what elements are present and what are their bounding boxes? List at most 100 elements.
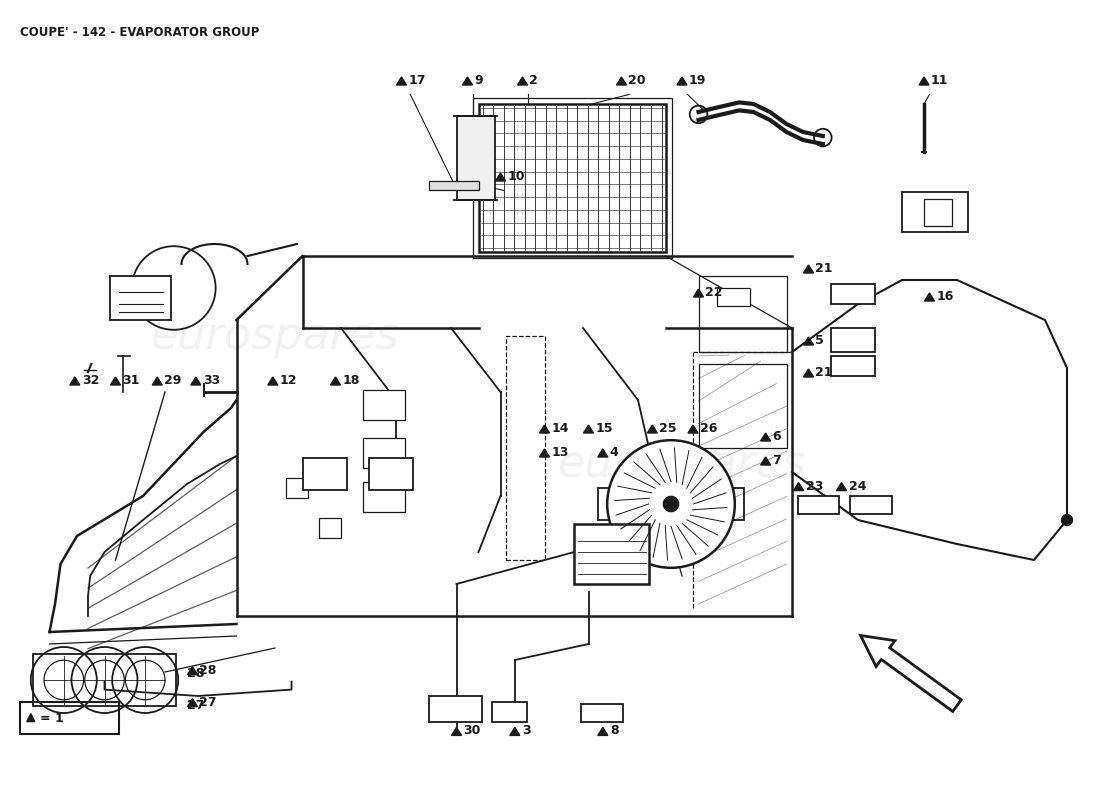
Polygon shape	[597, 449, 608, 457]
Text: 21: 21	[815, 262, 833, 275]
Bar	[286, 478, 308, 498]
Bar	[798, 496, 839, 514]
Text: 30: 30	[463, 725, 481, 738]
Bar	[830, 284, 874, 304]
Bar	[574, 524, 649, 584]
Polygon shape	[539, 425, 550, 433]
Bar	[429, 181, 478, 190]
Bar	[830, 328, 874, 352]
Polygon shape	[918, 77, 930, 85]
Text: 19: 19	[689, 74, 706, 87]
Polygon shape	[539, 449, 550, 457]
Text: 21: 21	[815, 366, 833, 379]
Circle shape	[1062, 514, 1072, 526]
Text: 11: 11	[931, 74, 948, 87]
Bar	[456, 116, 495, 200]
Text: COUPE' - 142 - EVAPORATOR GROUP: COUPE' - 142 - EVAPORATOR GROUP	[20, 26, 260, 38]
Text: = 1: = 1	[40, 712, 64, 725]
Bar	[478, 104, 666, 252]
Text: 15: 15	[595, 422, 613, 435]
Polygon shape	[760, 457, 771, 465]
FancyArrow shape	[860, 635, 961, 711]
Bar	[581, 704, 623, 722]
Polygon shape	[793, 482, 804, 490]
Text: 13: 13	[551, 446, 569, 459]
Bar	[473, 98, 671, 258]
Bar	[33, 654, 176, 706]
Text: 7: 7	[772, 454, 781, 467]
Text: 29: 29	[164, 374, 182, 387]
Text: 3: 3	[521, 725, 530, 738]
Polygon shape	[836, 482, 847, 490]
Bar	[363, 438, 405, 468]
Polygon shape	[676, 77, 688, 85]
Polygon shape	[688, 425, 698, 433]
Text: 2: 2	[529, 74, 538, 87]
Polygon shape	[152, 377, 163, 385]
Polygon shape	[760, 433, 771, 441]
Circle shape	[607, 440, 735, 568]
Polygon shape	[396, 77, 407, 85]
Circle shape	[663, 496, 679, 512]
Text: 18: 18	[342, 374, 360, 387]
Text: 20: 20	[628, 74, 646, 87]
Polygon shape	[462, 77, 473, 85]
Bar	[698, 276, 786, 352]
Bar	[850, 496, 892, 514]
Polygon shape	[647, 425, 658, 433]
Bar	[429, 696, 482, 722]
Bar	[492, 702, 527, 722]
Bar	[368, 458, 412, 490]
Polygon shape	[517, 77, 528, 85]
Text: 8: 8	[609, 725, 618, 738]
Text: 24: 24	[848, 479, 866, 493]
Polygon shape	[187, 698, 198, 706]
Text: 26: 26	[700, 422, 717, 435]
Text: 32: 32	[81, 374, 99, 387]
Text: 28: 28	[187, 667, 205, 680]
Text: 6: 6	[772, 430, 781, 443]
Bar	[319, 518, 341, 538]
Polygon shape	[110, 377, 121, 385]
Bar	[363, 482, 405, 512]
Polygon shape	[583, 425, 594, 433]
Polygon shape	[803, 337, 814, 345]
Text: 31: 31	[122, 374, 140, 387]
Polygon shape	[26, 714, 35, 722]
Text: 27: 27	[187, 699, 205, 712]
Polygon shape	[597, 727, 608, 735]
Polygon shape	[267, 377, 278, 385]
Polygon shape	[451, 727, 462, 735]
Polygon shape	[190, 377, 201, 385]
Polygon shape	[69, 377, 80, 385]
Bar	[302, 458, 346, 490]
Text: 14: 14	[551, 422, 569, 435]
Bar	[506, 336, 544, 560]
Bar	[830, 356, 874, 376]
Polygon shape	[803, 369, 814, 377]
Bar	[717, 288, 750, 306]
Text: 9: 9	[474, 74, 483, 87]
Text: 4: 4	[609, 446, 618, 459]
Bar	[698, 364, 786, 448]
Bar	[363, 390, 405, 420]
Bar	[924, 199, 952, 226]
Text: eurospares: eurospares	[558, 442, 806, 486]
Text: 16: 16	[936, 290, 954, 303]
Polygon shape	[509, 727, 520, 735]
Text: 10: 10	[507, 170, 525, 183]
Text: 25: 25	[659, 422, 676, 435]
Polygon shape	[330, 377, 341, 385]
Bar	[902, 192, 968, 232]
Text: 27: 27	[199, 695, 217, 709]
Polygon shape	[495, 173, 506, 181]
Text: 12: 12	[279, 374, 297, 387]
Polygon shape	[693, 289, 704, 297]
Bar	[20, 702, 119, 734]
Polygon shape	[187, 666, 198, 674]
Text: 22: 22	[705, 286, 723, 299]
Polygon shape	[924, 293, 935, 301]
Text: 5: 5	[815, 334, 824, 347]
Text: 17: 17	[408, 74, 426, 87]
Polygon shape	[616, 77, 627, 85]
